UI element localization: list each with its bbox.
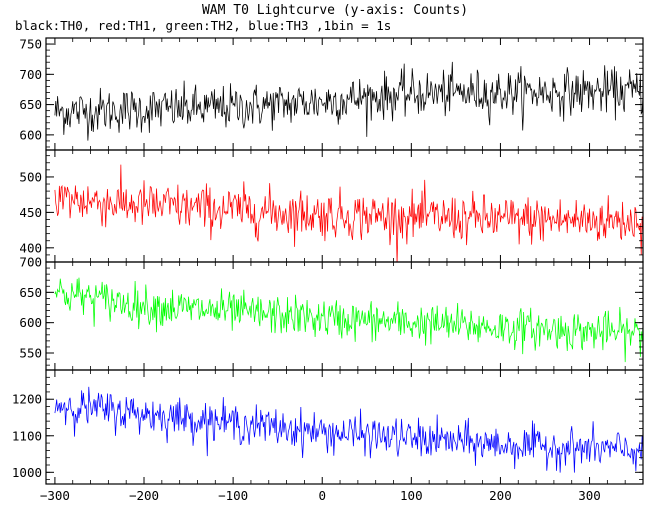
y-tick-label: 1200	[12, 392, 42, 407]
y-tick-label: 400	[19, 240, 42, 255]
y-tick-label: 700	[19, 255, 42, 270]
y-tick-label: 650	[19, 97, 42, 112]
panel-frame	[45, 261, 644, 371]
y-tick-label: 600	[19, 127, 42, 142]
panel-th0: 600 650 700 750	[19, 37, 644, 151]
panels: 6006507007504004505005506006507001000110…	[12, 37, 644, 503]
series-line-th0	[54, 61, 643, 141]
x-tick-label: −200	[129, 488, 159, 503]
x-tick-label: 0	[318, 488, 326, 503]
panel-frame	[45, 149, 644, 263]
y-tick-label: 550	[19, 346, 42, 361]
y-tick-label: 600	[19, 315, 42, 330]
y-tick-label: 1100	[12, 428, 42, 443]
y-tick-label: 750	[19, 37, 42, 52]
chart-subtitle: black:TH0, red:TH1, green:TH2, blue:TH3 …	[15, 18, 391, 33]
panel-th1: 400 450 500	[19, 149, 644, 263]
panel-frame	[45, 37, 644, 151]
x-tick-label: 100	[400, 488, 423, 503]
panel-th3: 1000 1100 1200 −300 −200 −100 0 100 200 300	[12, 369, 644, 503]
series-line-th2	[54, 277, 643, 363]
panel-frame	[45, 369, 644, 485]
series-line-th1	[54, 164, 643, 262]
x-tick-label: 300	[578, 488, 601, 503]
y-tick-label: 650	[19, 285, 42, 300]
x-tick-label: −100	[218, 488, 248, 503]
y-tick-label: 500	[19, 169, 42, 184]
x-tick-label: 200	[489, 488, 512, 503]
y-tick-label: 450	[19, 205, 42, 220]
y-tick-label: 700	[19, 67, 42, 82]
chart-title: WAM T0 Lightcurve (y-axis: Counts)	[202, 3, 468, 18]
series-line-th3	[54, 386, 643, 473]
x-tick-label: −300	[40, 488, 70, 503]
panel-th2: 550 600 650 700	[19, 255, 644, 371]
y-tick-label: 1000	[12, 465, 42, 480]
